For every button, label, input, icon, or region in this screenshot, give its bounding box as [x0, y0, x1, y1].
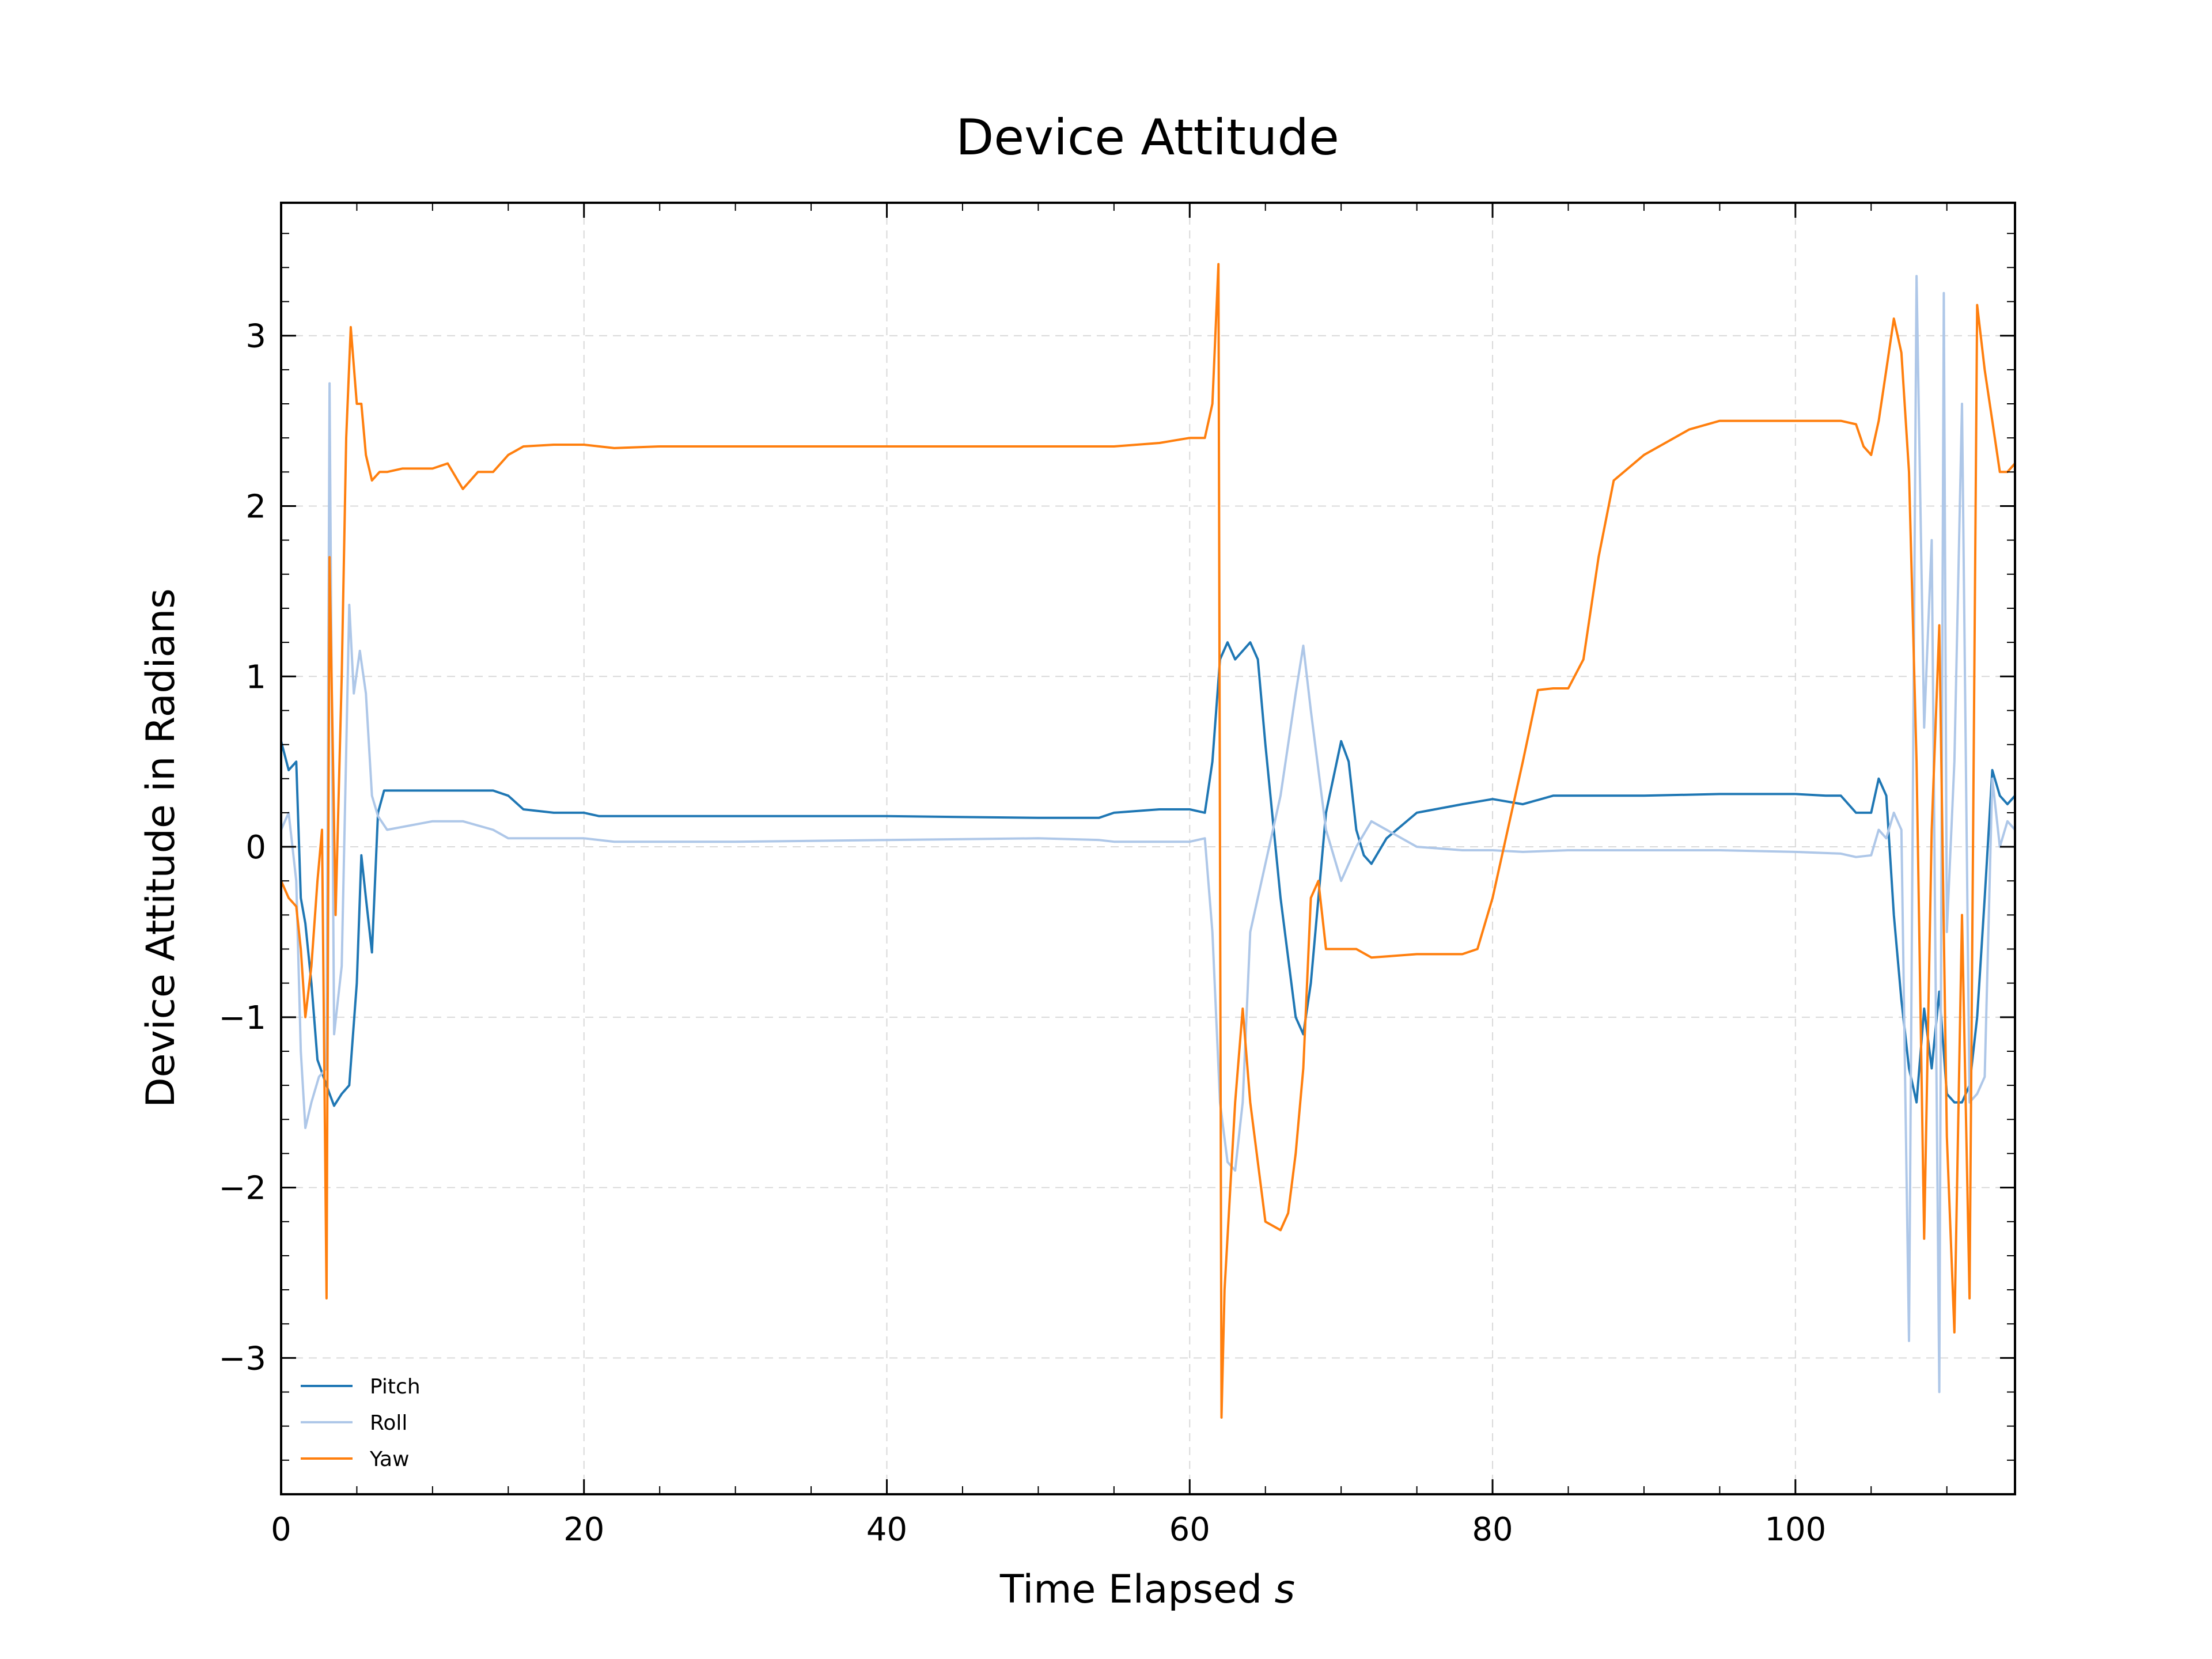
legend-label-roll: Roll	[370, 1411, 407, 1435]
y-tick-label: −3	[218, 1340, 266, 1377]
series-yaw-line	[281, 263, 2015, 1419]
plot-frame	[280, 202, 2016, 1495]
x-axis-label: Time Elapsed s	[999, 1567, 1295, 1612]
y-axis-label: Device Attitude in Radians	[138, 588, 184, 1107]
x-tick-label: 20	[563, 1511, 604, 1548]
series-lines	[281, 263, 2015, 1419]
gridlines	[281, 203, 2015, 1494]
legend-label-pitch: Pitch	[370, 1375, 421, 1399]
x-tick-label: 100	[1764, 1511, 1826, 1548]
axis-ticks: 0 20 40 60 80 100 −3 −2 −1 0 1 2 3	[218, 203, 2015, 1548]
y-tick-label: 3	[245, 318, 266, 355]
x-tick-label: 80	[1472, 1511, 1513, 1548]
y-tick-label: 1	[245, 658, 266, 696]
y-tick-label: −2	[218, 1170, 266, 1207]
legend: Pitch Roll Yaw	[301, 1375, 421, 1471]
x-tick-label: 40	[866, 1511, 907, 1548]
series-roll-line	[281, 275, 2015, 1393]
y-tick-label: 0	[245, 829, 266, 866]
legend-label-yaw: Yaw	[369, 1448, 410, 1471]
y-tick-label: −1	[218, 999, 266, 1037]
x-tick-label: 0	[271, 1511, 291, 1548]
series-pitch-line	[281, 641, 2015, 1107]
y-tick-label: 2	[245, 488, 266, 525]
chart-title: Device Attitude	[956, 109, 1339, 166]
x-tick-label: 60	[1169, 1511, 1210, 1548]
